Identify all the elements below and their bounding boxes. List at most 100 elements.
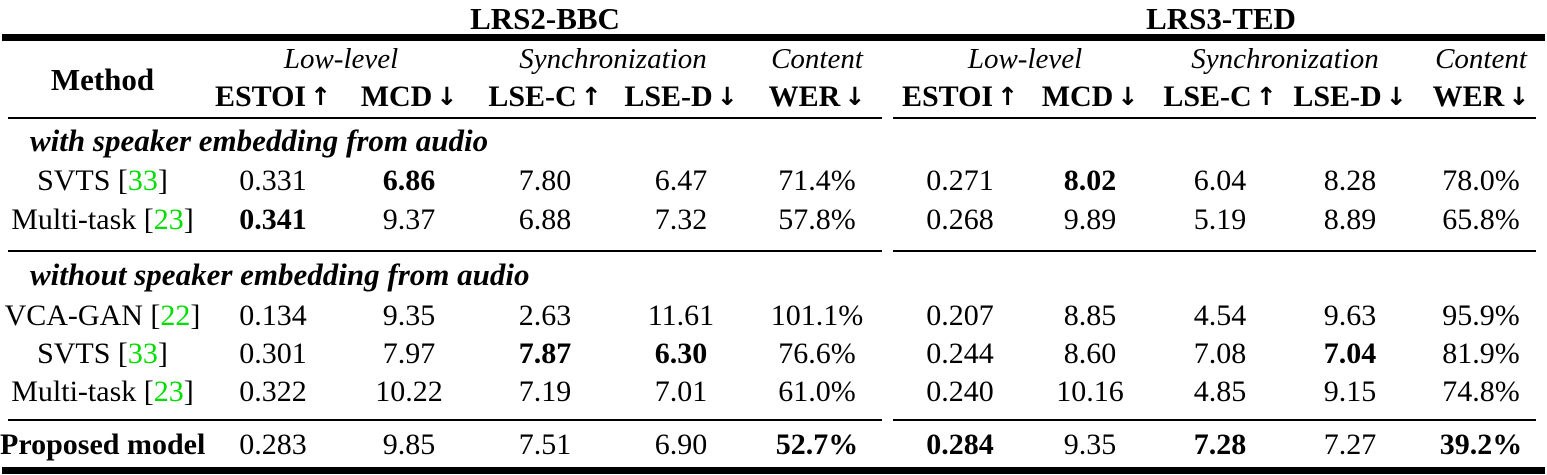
method-cell: Multi-task [23] (0, 377, 205, 407)
section-title: with speaker embedding from audio (30, 123, 489, 158)
value-cell: 0.341 (239, 203, 307, 236)
value-cell: 6.86 (382, 164, 436, 197)
value-cell: 0.283 (239, 427, 307, 461)
citation-link[interactable]: 33 (127, 164, 158, 197)
method-label: Multi-task (11, 375, 137, 408)
value-cell: 6.90 (654, 427, 708, 461)
method-label: VCA-GAN (4, 299, 143, 332)
value-cell: 7.32 (654, 203, 708, 236)
column-header: ESTOI ↑ (205, 82, 341, 112)
method-cell: Proposed model (0, 427, 206, 461)
header-rule-left-segment (8, 117, 882, 119)
value-cell: 7.19 (518, 375, 572, 408)
method-column-header: Method (50, 61, 155, 97)
method-label: SVTS (37, 337, 111, 370)
section-rule (0, 250, 1547, 253)
value-cell: 6.47 (654, 164, 708, 197)
dataset-header-row: LRS2-BBC LRS3-TED (0, 2, 1547, 34)
value-cell: 52.7% (775, 427, 859, 461)
method-label: Proposed model (0, 427, 206, 461)
column-header: MCD ↓ (341, 82, 477, 112)
proposed-model-row: Proposed model 0.283 9.85 7.51 6.90 52.7% 0.28… (0, 422, 1547, 467)
section-rule-left-segment (8, 250, 882, 252)
section-rule-left-segment (8, 419, 882, 421)
section-rule-right-segment (893, 250, 1536, 252)
value-cell: 8.85 (1063, 299, 1117, 332)
value-cell: 0.244 (926, 337, 994, 370)
citation-link[interactable]: 33 (127, 337, 158, 370)
value-cell: 7.87 (518, 337, 572, 370)
column-header-label: ESTOI (901, 80, 994, 113)
value-cell: 9.89 (1063, 203, 1117, 236)
value-cell: 7.97 (382, 337, 436, 370)
value-cell: 101.1% (770, 299, 864, 332)
citation-bracket: ] (157, 164, 168, 197)
arrow-down-icon: ↓ (1385, 82, 1407, 111)
column-header-label: WER (768, 80, 841, 113)
value-cell: 7.28 (1193, 427, 1247, 461)
value-cell: 9.63 (1323, 299, 1377, 332)
citation-bracket: ] (183, 203, 194, 236)
value-cell: 5.19 (1193, 203, 1247, 236)
value-cell: 8.89 (1323, 203, 1377, 236)
citation-bracket: [ (110, 337, 128, 370)
spacer (0, 240, 1547, 250)
value-cell: 9.35 (1063, 427, 1117, 461)
value-cell: 9.15 (1323, 375, 1377, 408)
value-cell: 78.0% (1442, 164, 1520, 197)
value-cell: 81.9% (1442, 337, 1520, 370)
arrow-up-icon: ↑ (310, 82, 332, 111)
citation-bracket: ] (190, 299, 201, 332)
value-cell: 9.37 (382, 203, 436, 236)
arrow-down-icon: ↓ (716, 82, 738, 111)
value-cell: 6.88 (518, 203, 572, 236)
value-cell: 95.9% (1442, 299, 1520, 332)
group-header: Low-level (283, 42, 399, 75)
value-cell: 8.60 (1063, 337, 1117, 370)
group-header: Content (1435, 42, 1527, 75)
table-row: SVTS [33] 0.331 6.86 7.80 6.47 71.4% 0.271 8.02… (0, 162, 1547, 200)
column-header-label: LSE-C (1163, 80, 1252, 113)
citation-bracket: ] (183, 375, 194, 408)
arrow-down-icon: ↓ (436, 82, 458, 111)
citation-bracket: [ (136, 375, 154, 408)
value-cell: 7.27 (1323, 427, 1377, 461)
column-header-label: MCD (360, 80, 433, 113)
value-cell: 0.284 (926, 427, 994, 461)
citation-bracket: [ (142, 299, 161, 332)
value-cell: 6.30 (654, 337, 708, 370)
column-header-label: MCD (1041, 80, 1114, 113)
citation-link[interactable]: 23 (153, 203, 184, 236)
method-cell: Multi-task [23] (0, 205, 205, 235)
section-rule (0, 419, 1547, 422)
method-cell: VCA-GAN [22] (0, 301, 205, 331)
table-row: VCA-GAN [22] 0.134 9.35 2.63 11.61 101.1% 0.20… (0, 297, 1547, 335)
citation-link[interactable]: 22 (160, 299, 191, 332)
table-row: Multi-task [23] 0.322 10.22 7.19 7.01 61.0% 0.… (0, 373, 1547, 411)
value-cell: 61.0% (778, 375, 856, 408)
value-cell: 7.08 (1193, 337, 1247, 370)
value-cell: 6.04 (1193, 164, 1247, 197)
table-top-rule (2, 34, 1545, 41)
value-cell: 7.80 (518, 164, 572, 197)
section-rule-right-segment (893, 419, 1536, 421)
value-cell: 57.8% (778, 203, 856, 236)
column-header: LSE-C ↑ (477, 82, 613, 112)
value-cell: 4.85 (1193, 375, 1247, 408)
value-cell: 11.61 (647, 299, 715, 332)
table-row: Multi-task [23] 0.341 9.37 6.88 7.32 57.8% 0.2… (0, 200, 1547, 240)
method-label: SVTS (37, 164, 111, 197)
value-cell: 9.35 (382, 299, 436, 332)
value-cell: 0.271 (926, 164, 994, 197)
value-cell: 0.134 (239, 299, 307, 332)
method-cell: SVTS [33] (0, 166, 205, 196)
spacer (0, 411, 1547, 419)
column-header: LSE-D ↓ (1285, 82, 1415, 112)
citation-link[interactable]: 23 (153, 375, 184, 408)
table-body: with speaker embedding from audio SVTS [3… (0, 120, 1547, 467)
group-header: Low-level (967, 42, 1083, 75)
column-header-block: Method Low-level Synchronization Content ES… (0, 41, 1547, 117)
arrow-down-icon: ↓ (1117, 82, 1139, 111)
dataset-header-lrs3: LRS3-TED (1146, 0, 1296, 36)
